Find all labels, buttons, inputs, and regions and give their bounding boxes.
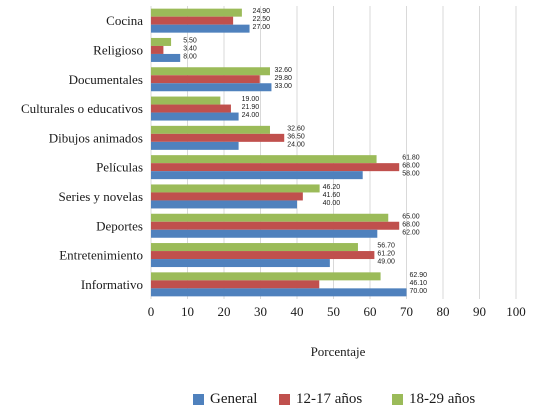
bar-general	[151, 259, 330, 268]
bars	[151, 8, 407, 297]
bar-12-17-años	[151, 75, 260, 84]
bar-18-29-años	[151, 37, 172, 46]
x-tick-label: 90	[473, 304, 486, 319]
data-label: 62.90	[410, 272, 428, 279]
data-label: 3.40	[183, 45, 197, 52]
category-label: Documentales	[69, 72, 143, 87]
bar-chart: 24.9022.5027.005.503.408.0032.6029.8033.…	[21, 6, 526, 359]
bar-18-29-años	[151, 155, 377, 164]
data-label: 24.00	[287, 141, 305, 148]
data-label: 19.00	[242, 96, 260, 103]
bar-12-17-años	[151, 192, 303, 201]
category-label: Informativo	[81, 277, 143, 292]
data-label: 24.90	[253, 8, 271, 15]
category-label: Cocina	[106, 13, 143, 28]
bar-18-29-años	[151, 184, 320, 193]
category-label: Películas	[96, 160, 143, 175]
data-label: 70.00	[410, 288, 428, 295]
bar-12-17-años	[151, 221, 400, 230]
x-tick-label: 20	[218, 304, 231, 319]
bar-general	[151, 24, 250, 33]
data-label: 65.00	[402, 213, 420, 220]
category-label: Deportes	[96, 218, 143, 233]
bar-12-17-años	[151, 163, 400, 172]
data-label: 36.50	[287, 133, 305, 140]
data-label: 68.00	[402, 221, 420, 228]
bar-18-29-años	[151, 243, 358, 252]
category-label: Religioso	[93, 42, 143, 57]
x-tick-label: 70	[400, 304, 413, 319]
data-label: 29.80	[274, 75, 292, 82]
data-label: 33.00	[274, 83, 292, 90]
data-label: 58.00	[402, 171, 420, 178]
x-axis-title: Porcentaje	[311, 344, 366, 359]
x-tick-labels: 0 10 20 30 40 50 60 70 80 90 100	[148, 304, 526, 319]
x-tick-label: 50	[327, 304, 340, 319]
bar-18-29-años	[151, 67, 270, 76]
bar-general	[151, 141, 239, 150]
data-label: 24.00	[242, 112, 260, 119]
data-label: 68.00	[402, 163, 420, 170]
bar-12-17-años	[151, 16, 234, 25]
legend-swatch	[279, 393, 290, 405]
bar-12-17-años	[151, 104, 231, 113]
category-label: Entretenimiento	[59, 248, 143, 263]
legend-label: 12-17 años	[296, 390, 363, 407]
bar-general	[151, 53, 181, 62]
data-label: 46.20	[323, 184, 341, 191]
data-label: 56.70	[377, 243, 395, 250]
data-label: 5.50	[183, 37, 197, 44]
value-labels: 24.9022.5027.005.503.408.0032.6029.8033.…	[183, 8, 427, 295]
bar-general	[151, 112, 239, 121]
bar-18-29-años	[151, 96, 221, 105]
bar-18-29-años	[151, 272, 381, 281]
bar-12-17-años	[151, 133, 285, 142]
data-label: 22.50	[253, 16, 271, 23]
x-tick-label: 60	[364, 304, 377, 319]
data-label: 41.60	[323, 192, 341, 199]
x-tick-label: 0	[148, 304, 155, 319]
bar-general	[151, 229, 378, 238]
data-label: 32.60	[287, 125, 305, 132]
bar-12-17-años	[151, 45, 164, 54]
data-label: 8.00	[183, 53, 197, 60]
x-tick-label: 100	[506, 304, 526, 319]
data-label: 62.00	[402, 229, 420, 236]
data-label: 61.20	[377, 251, 395, 258]
category-label: Series y novelas	[59, 189, 143, 204]
category-label: Dibujos animados	[49, 130, 143, 145]
bar-general	[151, 171, 363, 180]
data-label: 27.00	[253, 24, 271, 31]
legend-item: 12-17 años	[279, 388, 362, 410]
legend-swatch	[193, 393, 204, 405]
bar-general	[151, 200, 297, 209]
bar-general	[151, 83, 272, 92]
x-tick-label: 80	[437, 304, 450, 319]
category-label: Culturales o educativos	[21, 101, 143, 116]
category-labels: Cocina Religioso Documentales Culturales o …	[21, 13, 143, 292]
legend-label: General	[210, 390, 258, 407]
bar-18-29-años	[151, 125, 270, 134]
bar-18-29-años	[151, 213, 389, 222]
grid-lines	[150, 6, 517, 299]
data-label: 49.00	[377, 259, 395, 266]
legend-label: 18-29 años	[409, 390, 476, 407]
data-label: 40.00	[323, 200, 341, 207]
bar-12-17-años	[151, 280, 320, 289]
x-tick-label: 40	[291, 304, 304, 319]
x-tick-label: 10	[181, 304, 194, 319]
data-label: 21.90	[242, 104, 260, 111]
data-label: 61.80	[402, 155, 420, 162]
data-label: 46.10	[410, 280, 428, 287]
legend-item: General	[193, 388, 257, 410]
legend-swatch	[392, 393, 403, 405]
data-label: 32.60	[274, 67, 292, 74]
x-tick-label: 30	[254, 304, 267, 319]
bar-general	[151, 288, 407, 297]
legend-item: 18-29 años	[392, 388, 475, 410]
bar-18-29-años	[151, 8, 242, 17]
bar-12-17-años	[151, 251, 375, 260]
legend: General 12-17 años 18-29 años	[0, 388, 537, 410]
